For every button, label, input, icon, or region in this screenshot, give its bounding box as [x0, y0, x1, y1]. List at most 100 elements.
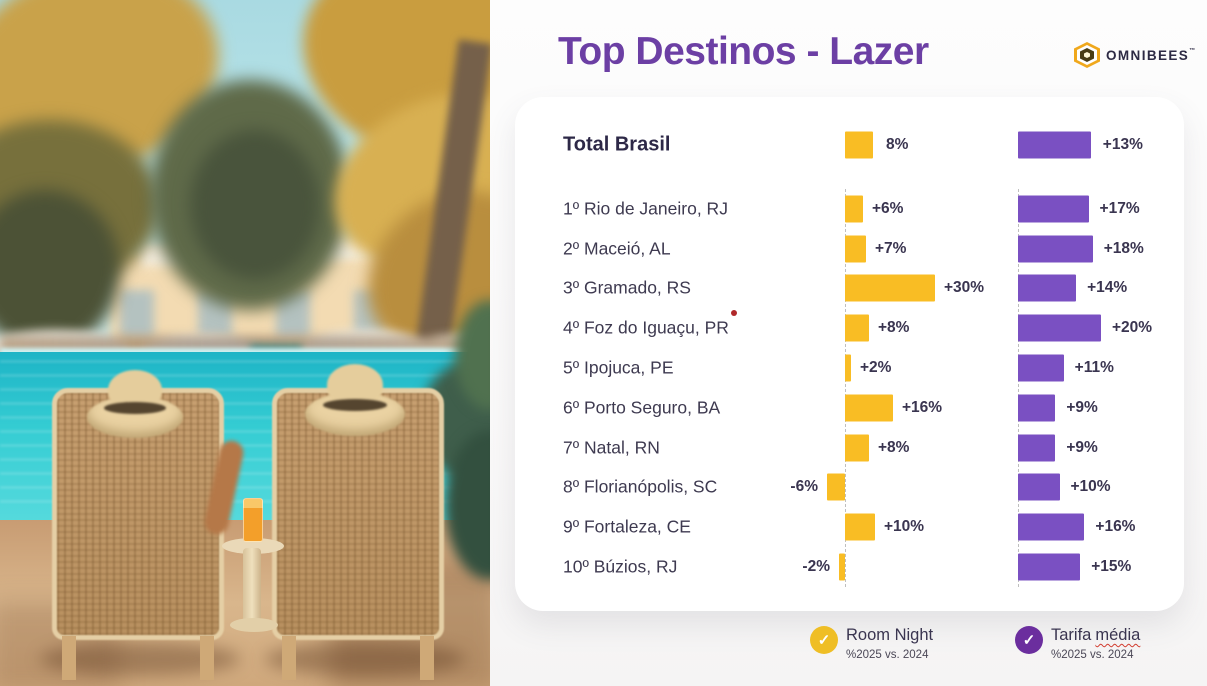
table-row: 10º Búzios, RJ -2% +15% [515, 547, 1184, 587]
tarifa-bar [1018, 434, 1056, 462]
tarifa-value: +13% [1102, 136, 1143, 153]
tarifa-bar [1018, 354, 1064, 382]
tarifa-value: +11% [1074, 359, 1114, 377]
room-night-value: +30% [944, 279, 985, 297]
title-prefix: Top Destinos - [558, 30, 830, 73]
destination-label: 8º Florianópolis, SC [563, 476, 718, 497]
legend-sublabel: %2025 vs. 2024 [846, 649, 929, 661]
misspelled-word: média [1095, 626, 1141, 644]
room-night-value: +7% [875, 239, 907, 257]
pool-photo [0, 0, 490, 686]
table-row: 9º Fortaleza, CE +10% +16% [515, 507, 1184, 547]
tarifa-value: +9% [1066, 398, 1098, 416]
room-night-value: +8% [878, 438, 910, 456]
tarifa-value: +9% [1066, 438, 1098, 456]
destination-label: 5º Ipojuca, PE [563, 357, 674, 378]
palm-frond [0, 190, 120, 350]
red-dot-artifact [731, 310, 737, 316]
destination-label: 3º Gramado, RS [563, 277, 691, 298]
chart-legend: ✓ Room Night %2025 vs. 2024 ✓ Tarifa médi… [490, 620, 1207, 680]
title-emphasis: Lazer [829, 30, 929, 73]
table-row: 3º Gramado, RS +30% +14% [515, 269, 1184, 309]
room-night-bar [827, 473, 845, 501]
room-night-axis-line [845, 189, 846, 587]
legend-sublabel: %2025 vs. 2024 [1051, 649, 1134, 661]
room-night-value: +10% [884, 518, 925, 536]
room-night-bar [845, 314, 869, 342]
tarifa-bar [1018, 314, 1101, 342]
juice-glass [243, 498, 263, 542]
lounger-leg [62, 636, 76, 680]
destination-rows: 1º Rio de Janeiro, RJ +6% +17% 2º Maceió, A… [515, 189, 1184, 587]
room-night-bar [845, 235, 866, 263]
side-table-base [230, 618, 278, 632]
total-label: Total Brasil [563, 133, 671, 156]
trademark-mark: ™ [1189, 47, 1197, 54]
tarifa-bar [1018, 473, 1060, 501]
room-night-bar [839, 553, 845, 581]
side-table-top [222, 538, 284, 554]
tarifa-value: +15% [1091, 558, 1132, 576]
room-night-bar [845, 513, 875, 541]
table-row: 1º Rio de Janeiro, RJ +6% +17% [515, 189, 1184, 229]
tarifa-bar [1018, 553, 1081, 581]
destination-label: 1º Rio de Janeiro, RJ [563, 198, 728, 219]
tarifa-bar [1018, 131, 1091, 159]
tarifa-bar [1018, 513, 1085, 541]
destination-label: 6º Porto Seguro, BA [563, 397, 721, 418]
lounger-leg [420, 636, 434, 680]
room-night-bar [845, 131, 873, 159]
tarifa-bar [1018, 274, 1077, 302]
straw-hat-right-band [323, 399, 387, 411]
lounger-left [52, 388, 224, 640]
tarifa-value: +14% [1087, 279, 1128, 297]
room-night-bar [845, 195, 863, 223]
table-row: 4º Foz do Iguaçu, PR +8% +20% [515, 308, 1184, 348]
room-night-value: +8% [878, 319, 910, 337]
destination-label: 2º Maceió, AL [563, 238, 671, 259]
legend-label: Room Night [846, 626, 934, 644]
room-night-value: +2% [860, 359, 892, 377]
omnibees-logo-text: OMNIBEES™ [1106, 47, 1197, 63]
tarifa-bar [1018, 394, 1056, 422]
tarifa-value: +16% [1095, 518, 1136, 536]
legend-label: Tarifa média [1051, 626, 1141, 644]
straw-hat-left-band [104, 402, 166, 414]
tarifa-check-icon: ✓ [1015, 626, 1043, 654]
omnibees-hexagon-icon [1074, 42, 1100, 68]
table-row: 2º Maceió, AL +7% +18% [515, 229, 1184, 269]
table-row: 6º Porto Seguro, BA +16% +9% [515, 388, 1184, 428]
tarifa-axis-line [1018, 189, 1019, 587]
table-row: 5º Ipojuca, PE +2% +11% [515, 348, 1184, 388]
room-night-value: +6% [872, 199, 904, 217]
lounger-leg [200, 636, 214, 680]
tarifa-value: +18% [1103, 239, 1144, 257]
room-night-check-icon: ✓ [810, 626, 838, 654]
omnibees-logo: OMNIBEES™ [1074, 42, 1197, 68]
content-panel: Top Destinos - Lazer OMNIBEES™ Total Bra… [490, 0, 1207, 686]
table-row: 8º Florianópolis, SC -6% +10% [515, 468, 1184, 508]
table-row: 7º Natal, RN +8% +9% [515, 428, 1184, 468]
page-title: Top Destinos - Lazer [558, 30, 929, 74]
tarifa-value: +17% [1099, 199, 1140, 217]
destination-label: 9º Fortaleza, CE [563, 516, 691, 537]
total-row: Total Brasil 8% +13% [515, 127, 1184, 163]
destination-label: 4º Foz do Iguaçu, PR [563, 317, 729, 338]
chart-card: Total Brasil 8% +13% 1º Rio de Janeiro, … [515, 97, 1184, 611]
lounger-leg [282, 636, 296, 680]
room-night-bar [845, 354, 851, 382]
room-night-bar [845, 394, 893, 422]
room-night-bar [845, 274, 935, 302]
destination-label: 7º Natal, RN [563, 437, 660, 458]
tarifa-value: +10% [1070, 478, 1111, 496]
room-night-value: 8% [886, 136, 909, 153]
destination-label: 10º Búzios, RJ [563, 556, 678, 577]
tarifa-bar [1018, 235, 1093, 263]
side-table-stem [243, 548, 261, 626]
room-night-value: -2% [802, 558, 830, 576]
room-night-value: +16% [902, 398, 943, 416]
tarifa-value: +20% [1112, 319, 1153, 337]
palm-frond [190, 130, 320, 280]
tarifa-bar [1018, 195, 1089, 223]
